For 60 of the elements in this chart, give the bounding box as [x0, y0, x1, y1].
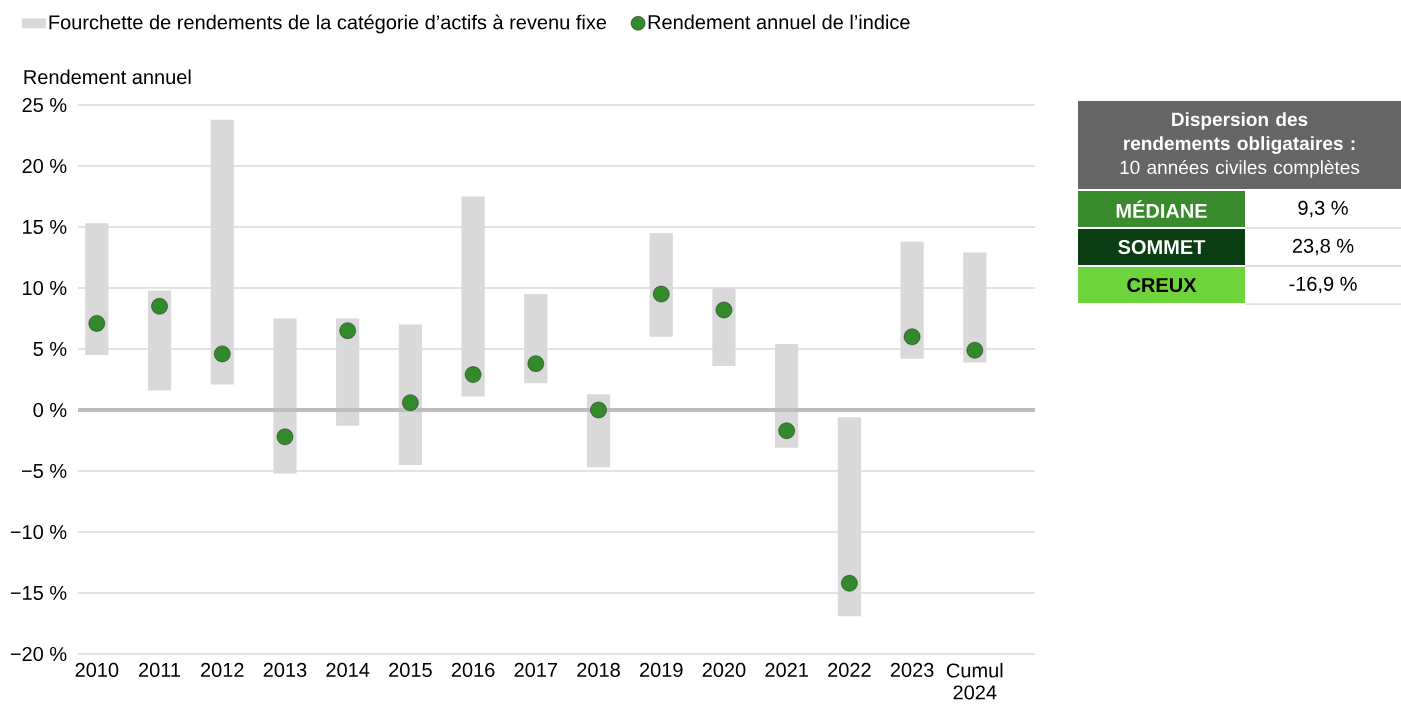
- point: [464, 366, 482, 383]
- x-tick-label: 2018: [577, 662, 620, 678]
- point: [276, 428, 294, 446]
- point: [903, 328, 921, 345]
- bar: [963, 252, 987, 363]
- y-tick-label: 15 %: [23, 219, 67, 235]
- point: [715, 301, 733, 319]
- text: MÉDIANE: [1116, 200, 1207, 218]
- x-tick-label: 2020: [702, 662, 746, 678]
- text: CREUX: [1127, 277, 1197, 293]
- x-tick-label: 2012: [201, 662, 244, 678]
- y-tick-label: 10 %: [23, 280, 67, 296]
- x-tick-label: 2017: [514, 662, 558, 678]
- point: [214, 345, 231, 363]
- point: [966, 342, 983, 359]
- y-axis-title: Rendement annuel: [24, 69, 191, 85]
- y-tick-label: 25 %: [22, 97, 67, 113]
- x-tick-label: 2022: [828, 662, 871, 678]
- text: Dispersion des rendements obligataires :: [1124, 112, 1355, 154]
- legend-label: Rendement annuel de l’indice: [648, 14, 910, 30]
- y-tick-label: −5 %: [21, 463, 67, 479]
- x-tick-label: 2013: [263, 662, 307, 678]
- x-tick-label: 2016: [451, 662, 495, 678]
- y-tick-label: −15 %: [10, 585, 67, 601]
- y-tick-label: 5 %: [33, 341, 67, 357]
- bar: [900, 241, 924, 359]
- point: [590, 401, 607, 419]
- bar: [398, 324, 422, 465]
- legend-label: Fourchette de rendements de la catégorie d’actifs à revenu fixe: [49, 14, 607, 34]
- x-tick-label: 2019: [639, 662, 683, 678]
- bar: [461, 196, 485, 397]
- text: 10 années civiles complètes: [1120, 159, 1360, 178]
- x-tick-label: 2023: [890, 662, 934, 678]
- point: [88, 315, 106, 332]
- bar: [649, 233, 673, 337]
- text: 23,8 %: [1292, 238, 1354, 256]
- y-tick-label: −20 %: [10, 646, 67, 662]
- x-tick-label: 2010: [75, 662, 119, 678]
- x-tick-label: Cumul 2024: [946, 662, 1003, 700]
- point: [527, 355, 545, 372]
- point: [778, 422, 795, 439]
- bar: [210, 119, 234, 385]
- y-tick-label: 20 %: [22, 158, 67, 174]
- bar: [837, 417, 861, 617]
- x-tick-label: 2021: [765, 662, 808, 678]
- point: [402, 394, 419, 411]
- point: [841, 575, 858, 592]
- y-tick-label: −10 %: [10, 524, 67, 540]
- x-tick-label: 2011: [139, 662, 181, 678]
- point: [151, 298, 168, 315]
- bar: [85, 223, 109, 356]
- text: -16,9 %: [1289, 276, 1357, 294]
- point: [653, 285, 670, 303]
- point: [339, 322, 356, 339]
- bar: [273, 318, 297, 474]
- text: SOMMET: [1118, 239, 1206, 255]
- x-tick-label: 2014: [326, 662, 370, 678]
- x-tick-label: 2015: [389, 662, 432, 678]
- text: 9,3 %: [1298, 200, 1348, 218]
- y-tick-label: 0 %: [33, 402, 67, 418]
